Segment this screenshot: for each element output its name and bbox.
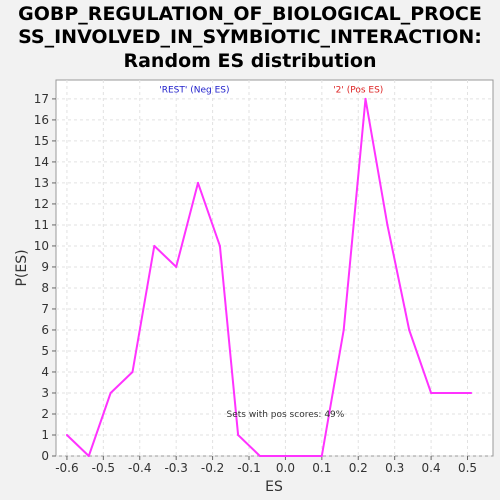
es-data-point: [364, 97, 367, 100]
annotations: 'REST' (Neg ES) '2' (Pos ES) Sets with pos…: [159, 86, 383, 421]
y-tick-label: 12: [34, 197, 49, 211]
x-tick-label: -0.4: [128, 461, 151, 475]
plot-area: [55, 79, 494, 457]
es-data-point: [131, 370, 134, 373]
es-data-point: [451, 391, 454, 394]
y-tick-label: 2: [41, 407, 49, 421]
y-tick-label: 6: [41, 323, 49, 337]
y-tick-label: 0: [41, 449, 49, 463]
chart-title-line-3: Random ES distribution: [123, 50, 376, 72]
y-tick-label: 8: [41, 281, 49, 295]
y-tick-label: 4: [41, 365, 49, 379]
x-axis-label: ES: [265, 479, 283, 495]
y-tick-label: 17: [34, 92, 49, 106]
x-tick-label: -0.1: [237, 461, 260, 475]
es-data-point: [65, 433, 68, 436]
es-data-point: [408, 328, 411, 331]
y-tick-label: 10: [34, 239, 49, 253]
y-tick-label: 16: [34, 113, 49, 127]
y-tick-label: 7: [41, 302, 49, 316]
x-tick-label: 0.3: [385, 461, 404, 475]
chart-title-line-1: GOBP_REGULATION_OF_BIOLOGICAL_PROCE: [18, 3, 482, 25]
x-tick-label: 0.5: [458, 461, 477, 475]
es-data-point: [258, 455, 261, 457]
x-tick-label: 0.1: [312, 461, 331, 475]
x-tick-label: 0.4: [422, 461, 441, 475]
y-axis-label: P(ES): [14, 249, 30, 286]
y-tick-label: 5: [41, 344, 49, 358]
y-tick-label: 3: [41, 386, 49, 400]
es-data-point: [237, 433, 240, 436]
es-data-point: [386, 223, 389, 226]
series-layer: [65, 97, 473, 457]
es-data-point: [109, 391, 112, 394]
x-tick-label: -0.5: [92, 461, 115, 475]
x-tick-label: 0.0: [276, 461, 295, 475]
x-tick-label: -0.2: [201, 461, 224, 475]
es-data-point: [197, 181, 200, 184]
axes: -0.6 -0.5 -0.4 -0.3 -0.2 -0.1 0.0 0.1 0.2 0.3 0.4 0…: [34, 92, 477, 475]
es-data-point: [342, 328, 345, 331]
y-tick-label: 13: [34, 176, 49, 190]
es-data-point: [430, 391, 433, 394]
chart-annotation: '2' (Pos ES): [333, 86, 383, 96]
es-data-point: [302, 455, 305, 457]
es-data-point: [280, 455, 283, 457]
es-data-point: [218, 244, 221, 247]
y-tick-label: 14: [34, 155, 49, 169]
chart-title-line-2: SS_INVOLVED_IN_SYMBIOTIC_INTERACTION:: [18, 26, 482, 48]
es-data-point: [175, 265, 178, 268]
es-data-point: [87, 455, 90, 457]
y-tick-label: 15: [34, 134, 49, 148]
chart-annotation: 'REST' (Neg ES): [159, 86, 229, 96]
x-tick-label: -0.6: [55, 461, 78, 475]
chart-annotation: Sets with pos scores: 49%: [227, 410, 345, 420]
es-data-point: [320, 455, 323, 457]
x-tick-label: 0.2: [349, 461, 368, 475]
y-tick-label: 9: [41, 260, 49, 274]
es-data-point: [153, 244, 156, 247]
es-series-line: [66, 97, 472, 457]
x-tick-label: -0.3: [164, 461, 187, 475]
y-tick-label: 11: [34, 218, 49, 232]
y-tick-label: 1: [41, 428, 49, 442]
es-data-point: [470, 391, 473, 394]
